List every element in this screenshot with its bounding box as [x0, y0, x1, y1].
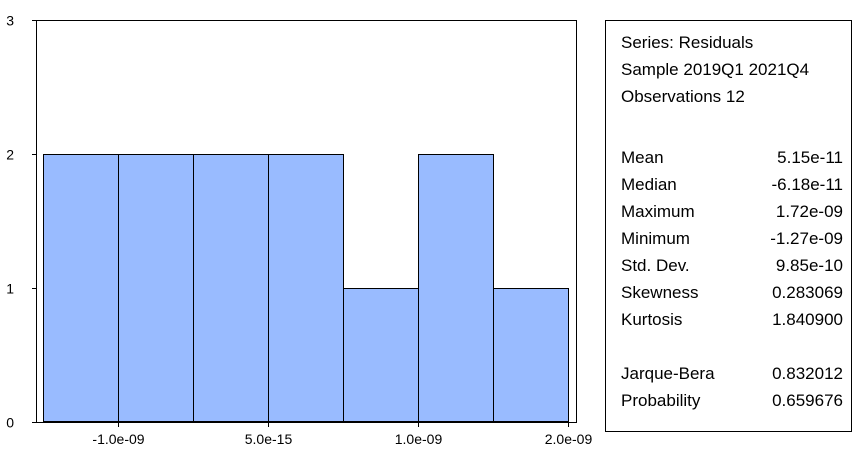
plot-frame: [36, 20, 577, 423]
histogram-bar-1: [43, 154, 119, 422]
stat-row-minimum: Minimum -1.27e-09: [621, 225, 843, 252]
stat-label: Median: [621, 175, 677, 194]
sample-range: Sample 2019Q1 2021Q4: [621, 60, 810, 79]
stat-row-maximum: Maximum 1.72e-09: [621, 198, 843, 225]
x-tick-label: 5.0e-15: [245, 431, 293, 447]
x-tick-label: -1.0e-09: [92, 431, 144, 447]
histogram-bar-6: [418, 154, 494, 422]
axis-layer: 0 1 2 3 -1.0e-09 5.0e-15 1.0e-09 2.0e-09: [6, 13, 592, 448]
stat-label: Minimum: [621, 229, 690, 248]
stat-label: Std. Dev.: [621, 256, 690, 275]
y-tick-label: 2: [6, 147, 14, 163]
histogram-bar-4: [268, 154, 344, 422]
y-tick-label: 0: [6, 415, 14, 431]
stat-row-kurtosis: Kurtosis 1.840900: [621, 306, 843, 333]
stat-row-skewness: Skewness 0.283069: [621, 279, 843, 306]
stat-row-std-dev: Std. Dev. 9.85e-10: [621, 252, 843, 279]
x-tick-label: 1.0e-09: [395, 431, 443, 447]
histogram-bar-3: [193, 154, 269, 422]
stat-row-probability: Probability 0.659676: [621, 387, 843, 414]
stat-value: 0.832012: [772, 364, 843, 383]
histogram-bar-7: [493, 288, 569, 422]
x-tick-label: 2.0e-09: [545, 431, 593, 447]
stat-value: 1.72e-09: [775, 202, 843, 221]
stat-label: Kurtosis: [621, 310, 683, 329]
y-tick-label: 1: [6, 281, 14, 297]
stat-label: Mean: [621, 148, 664, 167]
histogram-chart: 0 1 2 3 -1.0e-09 5.0e-15 1.0e-09 2.0e-09: [6, 13, 592, 448]
stat-value: 0.283069: [772, 283, 843, 302]
bars-layer: [43, 154, 569, 422]
stat-gap-row: [621, 333, 843, 360]
stat-value: 0.659676: [772, 391, 843, 410]
stat-label: Maximum: [621, 202, 695, 221]
stat-value: 5.15e-11: [777, 148, 843, 167]
stat-row-jarque-bera: Jarque-Bera 0.832012: [621, 360, 843, 387]
stat-label: Probability: [621, 391, 701, 410]
stat-value: -6.18e-11: [771, 175, 843, 194]
stats-header: Series: Residuals Sample 2019Q1 2021Q4 O…: [621, 29, 809, 110]
series-name: Series: Residuals: [621, 33, 754, 52]
stat-value: 9.85e-10: [775, 256, 843, 275]
stat-value: 1.840900: [772, 310, 843, 329]
y-tick-label: 3: [6, 13, 14, 29]
statistics-panel: Series: Residuals Sample 2019Q1 2021Q4 O…: [605, 20, 852, 432]
stat-label: Skewness: [621, 283, 699, 302]
stat-row-mean: Mean 5.15e-11: [621, 144, 843, 171]
histogram-bar-5: [343, 288, 419, 422]
stat-row-median: Median -6.18e-11: [621, 171, 843, 198]
stats-table: Mean 5.15e-11 Median -6.18e-11 Maximum 1…: [621, 144, 843, 414]
observations-count: Observations 12: [621, 87, 745, 106]
stat-label: Jarque-Bera: [621, 364, 715, 383]
stat-value: -1.27e-09: [770, 229, 843, 248]
histogram-bar-2: [118, 154, 194, 422]
